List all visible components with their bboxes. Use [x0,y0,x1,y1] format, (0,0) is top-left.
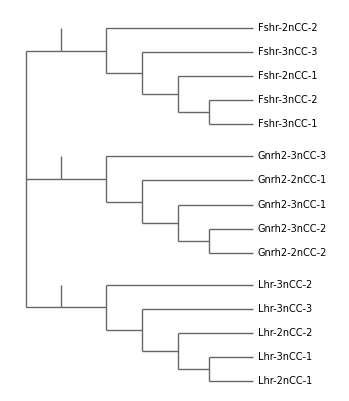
Text: Gnrh2-3nCC-3: Gnrh2-3nCC-3 [258,152,327,162]
Text: Fshr-2nCC-1: Fshr-2nCC-1 [258,71,317,81]
Text: Lhr-3nCC-1: Lhr-3nCC-1 [258,352,312,362]
Text: Fshr-3nCC-2: Fshr-3nCC-2 [258,95,317,105]
Text: Fshr-3nCC-3: Fshr-3nCC-3 [258,47,317,57]
Text: Lhr-3nCC-3: Lhr-3nCC-3 [258,304,312,314]
Text: Lhr-3nCC-2: Lhr-3nCC-2 [258,279,312,290]
Text: Lhr-2nCC-1: Lhr-2nCC-1 [258,376,312,386]
Text: Fshr-2nCC-2: Fshr-2nCC-2 [258,23,318,33]
Text: Lhr-2nCC-2: Lhr-2nCC-2 [258,328,312,338]
Text: Gnrh2-2nCC-2: Gnrh2-2nCC-2 [258,247,327,257]
Text: Fshr-3nCC-1: Fshr-3nCC-1 [258,119,317,130]
Text: Gnrh2-3nCC-2: Gnrh2-3nCC-2 [258,223,327,233]
Text: Gnrh2-3nCC-1: Gnrh2-3nCC-1 [258,200,327,209]
Text: Gnrh2-2nCC-1: Gnrh2-2nCC-1 [258,176,327,186]
